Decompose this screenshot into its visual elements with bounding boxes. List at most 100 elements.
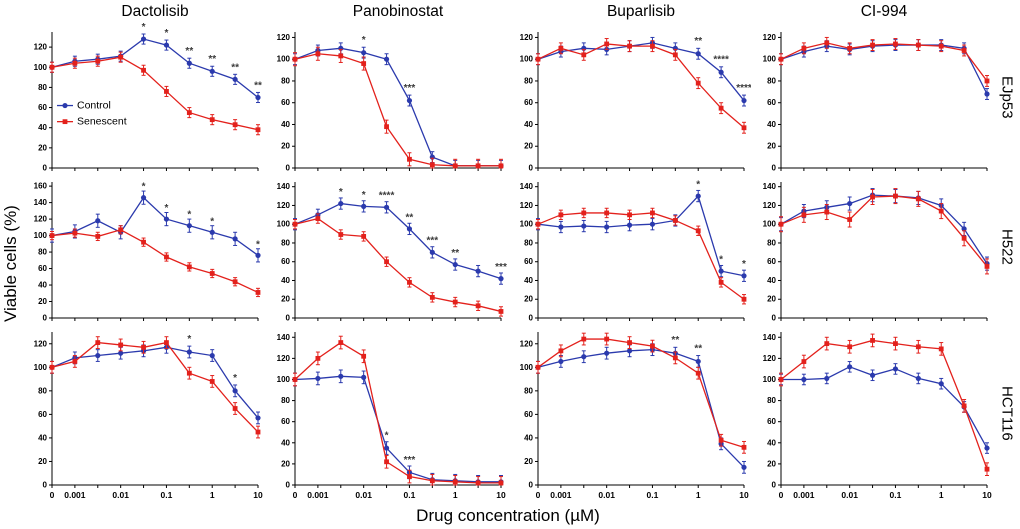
- svg-text:80: 80: [281, 238, 290, 247]
- svg-text:120: 120: [763, 354, 777, 363]
- svg-text:40: 40: [38, 281, 47, 290]
- svg-text:0.01: 0.01: [598, 490, 615, 500]
- svg-text:*: *: [142, 182, 146, 193]
- svg-text:*: *: [210, 216, 214, 227]
- svg-text:120: 120: [277, 354, 291, 363]
- svg-text:40: 40: [524, 120, 533, 129]
- row-labels: EJp53 H522 HCT116: [994, 22, 1020, 505]
- svg-text:120: 120: [763, 33, 777, 42]
- svg-text:80: 80: [767, 396, 776, 405]
- svg-text:100: 100: [520, 363, 534, 372]
- chart-h522-buparlisib: 0 20 40 60 80 100 120 140 * * *: [508, 172, 751, 323]
- svg-text:0: 0: [43, 314, 48, 323]
- svg-text:**: **: [694, 36, 702, 47]
- svg-text:120: 120: [763, 201, 777, 210]
- chart-h522-panobinostat: 0 20 40 60 80 100 120 140 * * **** ** *** ** ***: [265, 172, 508, 323]
- svg-text:60: 60: [524, 98, 533, 107]
- svg-text:0.01: 0.01: [112, 490, 129, 500]
- svg-text:20: 20: [767, 459, 776, 468]
- svg-text:20: 20: [281, 142, 290, 151]
- svg-text:100: 100: [34, 363, 48, 372]
- svg-text:120: 120: [520, 339, 534, 348]
- svg-text:0.001: 0.001: [793, 490, 815, 500]
- svg-text:20: 20: [281, 295, 290, 304]
- svg-text:40: 40: [767, 438, 776, 447]
- column-title-panobinostat: Panobinostat: [352, 3, 444, 20]
- svg-text:80: 80: [38, 83, 47, 92]
- svg-text:*: *: [256, 239, 260, 250]
- svg-text:20: 20: [524, 142, 533, 151]
- svg-text:Control: Control: [77, 100, 111, 112]
- svg-text:120: 120: [520, 201, 534, 210]
- chart-ejp53-dactolisib: 0 20 40 60 80 100 120 * * ** ** ** ** Control Senescen…: [22, 22, 265, 172]
- svg-text:40: 40: [38, 433, 47, 442]
- svg-text:1: 1: [696, 490, 701, 500]
- svg-text:0.1: 0.1: [647, 490, 659, 500]
- svg-text:20: 20: [38, 143, 47, 152]
- svg-text:****: ****: [713, 55, 729, 66]
- row-label-ejp53: EJp53: [998, 75, 1016, 119]
- svg-text:1: 1: [210, 490, 215, 500]
- svg-text:0: 0: [529, 164, 534, 173]
- chart-h522-dactolisib: 0 20 40 60 80 100 120 140 160 * * * * *: [22, 172, 265, 323]
- svg-text:80: 80: [38, 248, 47, 257]
- svg-text:*: *: [385, 431, 389, 442]
- svg-text:100: 100: [34, 63, 48, 72]
- svg-text:***: ***: [495, 262, 507, 273]
- chart-ejp53-buparlisib: 0 20 40 60 80 100 120 ** **** ****: [508, 22, 752, 173]
- svg-text:10: 10: [496, 490, 506, 500]
- svg-text:*: *: [187, 210, 191, 221]
- svg-text:1: 1: [453, 490, 458, 500]
- row-label-hct116: HCT116: [998, 386, 1016, 441]
- svg-text:**: **: [694, 343, 702, 354]
- svg-text:120: 120: [34, 339, 48, 348]
- row-label-h522: H522: [998, 229, 1016, 265]
- svg-text:*: *: [187, 334, 191, 345]
- svg-text:40: 40: [524, 276, 533, 285]
- svg-text:40: 40: [767, 276, 776, 285]
- svg-text:1: 1: [939, 490, 944, 500]
- svg-text:**: **: [451, 248, 459, 259]
- svg-text:20: 20: [524, 295, 533, 304]
- svg-text:*: *: [362, 35, 366, 46]
- svg-text:80: 80: [38, 386, 47, 395]
- svg-text:20: 20: [524, 457, 533, 466]
- svg-text:0.1: 0.1: [161, 490, 173, 500]
- svg-text:100: 100: [277, 375, 291, 384]
- svg-text:*: *: [362, 190, 366, 201]
- svg-text:*: *: [742, 259, 746, 270]
- svg-text:0: 0: [529, 481, 534, 490]
- svg-text:0: 0: [286, 164, 291, 173]
- svg-text:10: 10: [253, 490, 263, 500]
- svg-text:10: 10: [739, 490, 749, 500]
- chart-hct116-ci994: 0 20 40 60 80 100 120 140 0 0.001 0.01 0.1 1 10: [751, 322, 994, 505]
- svg-text:80: 80: [524, 76, 533, 85]
- svg-text:100: 100: [277, 220, 291, 229]
- svg-text:0: 0: [772, 481, 777, 490]
- svg-text:0: 0: [43, 481, 48, 490]
- chart-h522-ci994: 0 20 40 60 80 100 120 140: [751, 172, 994, 323]
- svg-text:**: **: [185, 46, 193, 57]
- svg-text:80: 80: [767, 76, 776, 85]
- svg-text:40: 40: [38, 123, 47, 132]
- svg-text:60: 60: [38, 264, 47, 273]
- svg-text:100: 100: [520, 220, 534, 229]
- svg-text:160: 160: [34, 182, 48, 191]
- svg-text:80: 80: [281, 76, 290, 85]
- svg-text:20: 20: [767, 142, 776, 151]
- svg-text:*: *: [339, 187, 343, 198]
- svg-text:0: 0: [529, 314, 534, 323]
- svg-text:60: 60: [524, 257, 533, 266]
- svg-text:0: 0: [536, 490, 541, 500]
- svg-text:20: 20: [767, 295, 776, 304]
- svg-text:140: 140: [277, 333, 291, 342]
- svg-text:100: 100: [763, 375, 777, 384]
- svg-text:0: 0: [286, 314, 291, 323]
- svg-text:80: 80: [524, 386, 533, 395]
- svg-text:120: 120: [34, 43, 48, 52]
- column-title-buparlisib: Buparlisib: [606, 3, 676, 20]
- svg-text:60: 60: [767, 257, 776, 266]
- svg-text:****: ****: [379, 191, 395, 202]
- svg-text:120: 120: [277, 33, 291, 42]
